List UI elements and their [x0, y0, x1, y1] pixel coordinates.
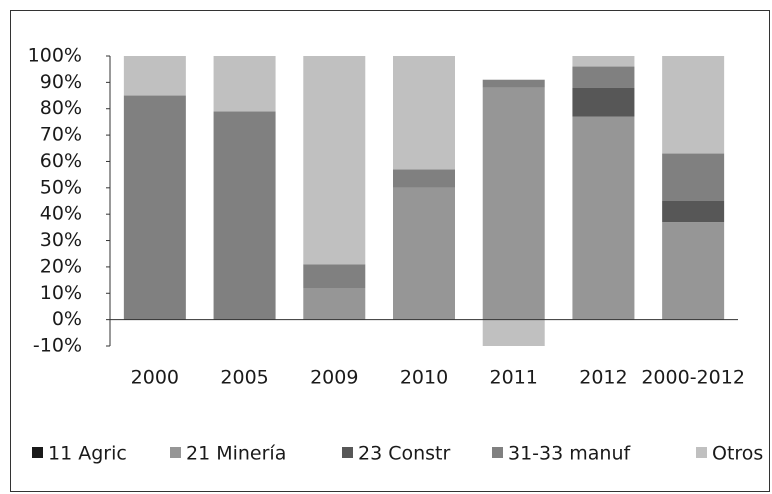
x-tick-label: 2010 — [400, 367, 448, 389]
bar-segment — [662, 153, 725, 201]
bar-segment — [213, 111, 276, 320]
bar-segment — [123, 95, 186, 320]
bar-segment — [213, 56, 276, 112]
bar-segment — [482, 319, 545, 346]
y-tick-label: 80% — [40, 97, 82, 119]
y-tick-label: 40% — [40, 203, 82, 225]
bar-segment — [303, 264, 366, 288]
legend-label: 11 Agric — [48, 443, 127, 465]
legend-swatch — [342, 447, 353, 458]
bar-segment — [662, 222, 725, 320]
y-tick-label: 70% — [40, 124, 82, 146]
bar-segment — [393, 187, 455, 320]
y-tick-label: 90% — [40, 71, 82, 93]
y-tick-label: 30% — [40, 229, 82, 251]
legend-label: 21 Minería — [186, 443, 286, 465]
bar-segment — [482, 87, 545, 320]
chart-frame — [10, 10, 770, 492]
bar-segment — [572, 66, 635, 88]
legend-label: 31-33 manuf — [508, 443, 631, 465]
x-tick-label: 2000-2012 — [641, 367, 745, 389]
legend-swatch — [170, 447, 181, 458]
bar-segment — [572, 87, 635, 117]
x-tick-label: 2000 — [131, 367, 179, 389]
bar-segment — [303, 288, 366, 320]
y-tick-label: 10% — [40, 282, 82, 304]
bar-segment — [393, 169, 455, 188]
bar-segment — [572, 56, 635, 67]
bar-segment — [393, 56, 455, 170]
bar-segment — [303, 56, 366, 265]
legend-label: Otros — [712, 443, 763, 465]
y-tick-label: 0% — [52, 308, 82, 330]
y-tick-label: 50% — [40, 176, 82, 198]
x-tick-label: 2009 — [310, 367, 358, 389]
y-tick-label: 60% — [40, 150, 82, 172]
x-tick-label: 2005 — [220, 367, 268, 389]
bar-segment — [572, 116, 635, 320]
legend-swatch — [32, 447, 43, 458]
y-tick-label: -10% — [33, 335, 82, 357]
bar-segment — [662, 201, 725, 223]
y-tick-label: 20% — [40, 255, 82, 277]
legend-swatch — [696, 447, 707, 458]
bar-segment — [123, 56, 186, 96]
bar-segment — [662, 56, 725, 154]
x-tick-label: 2011 — [490, 367, 538, 389]
y-tick-label: 100% — [28, 45, 82, 67]
bar-segment — [482, 79, 545, 88]
x-tick-label: 2012 — [579, 367, 627, 389]
legend-label: 23 Constr — [358, 443, 450, 465]
legend-swatch — [492, 447, 503, 458]
